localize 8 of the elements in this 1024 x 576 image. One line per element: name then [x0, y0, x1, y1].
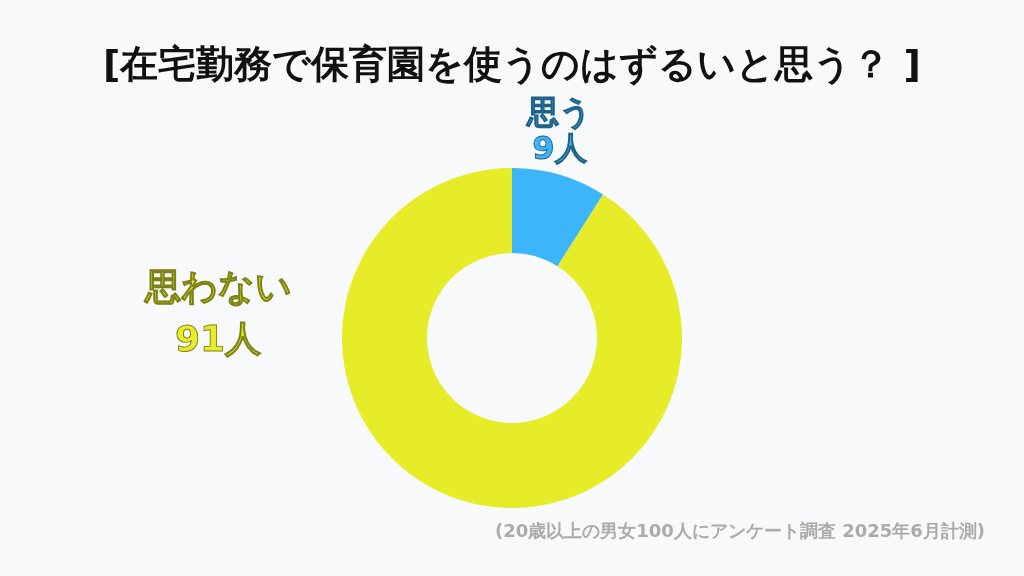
donut-slice	[342, 168, 682, 508]
data-label: 9人	[532, 129, 588, 167]
slice-label: 思わない	[142, 266, 292, 307]
text: (20歳以上の男女100人にアンケート調査 2025年6月計測)	[495, 520, 985, 541]
data-label: 91人	[174, 318, 262, 359]
slice-label: 思う	[525, 93, 592, 131]
chart-title: [在宅勤務で保育園を使うのはずるいと思う？ ]	[103, 42, 921, 86]
donut-slice	[512, 168, 604, 267]
